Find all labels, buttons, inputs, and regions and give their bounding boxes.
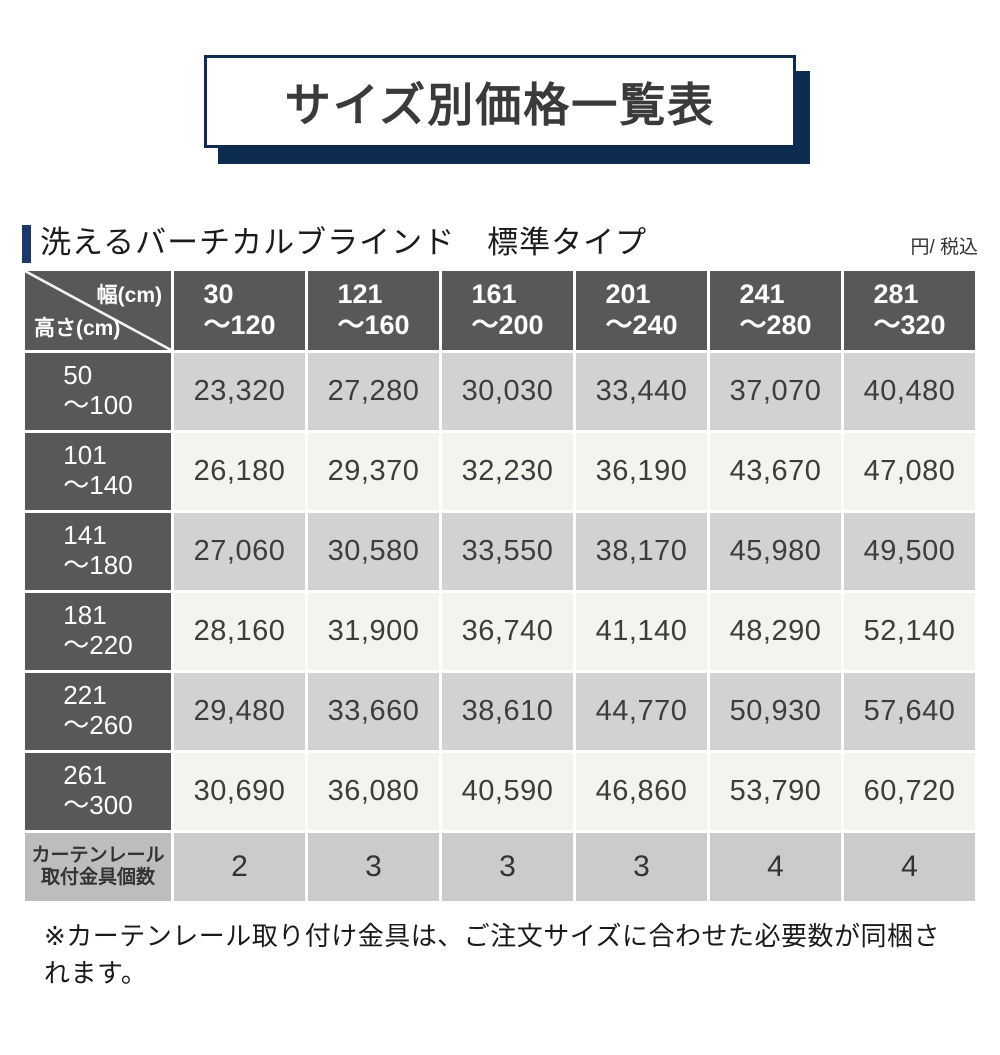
col-width-range: 201 〜240 <box>605 279 678 341</box>
price-row: 181 〜220 28,160 31,900 36,740 41,140 48,290 52… <box>25 592 975 670</box>
hardware-count-cell: 2 <box>174 832 305 901</box>
hardware-count-cell: 3 <box>442 832 573 901</box>
price-cell: 41,140 <box>576 592 707 670</box>
price-cell: 32,230 <box>442 432 573 510</box>
price-cell: 40,480 <box>844 352 975 430</box>
price-cell: 33,550 <box>442 512 573 590</box>
price-table-body: 50 〜100 23,320 27,280 30,030 33,440 37,070 40,… <box>25 352 975 901</box>
price-cell: 57,640 <box>844 672 975 750</box>
hardware-count-cell: 4 <box>844 832 975 901</box>
row-height-range: 261 〜300 <box>63 760 133 821</box>
col-width-header: 241 〜280 <box>710 270 841 350</box>
price-cell: 37,070 <box>710 352 841 430</box>
row-height-label: 50 〜100 <box>25 352 171 430</box>
price-cell: 33,440 <box>576 352 707 430</box>
col-width-range: 30 〜120 <box>203 279 276 341</box>
row-height-label: 261 〜300 <box>25 752 171 830</box>
col-width-header: 161 〜200 <box>442 270 573 350</box>
price-row: 101 〜140 26,180 29,370 32,230 36,190 43,670 47… <box>25 432 975 510</box>
row-height-label: 181 〜220 <box>25 592 171 670</box>
price-cell: 46,860 <box>576 752 707 830</box>
accent-bar <box>22 224 31 263</box>
price-cell: 29,370 <box>308 432 439 510</box>
section-header: 洗えるバーチカルブラインド 標準タイプ 円/ 税込 <box>22 224 978 263</box>
price-row: 141 〜180 27,060 30,580 33,550 38,170 45,980 49… <box>25 512 975 590</box>
price-table: 幅(cm) 高さ(cm) 30 〜120 121 〜160 161 〜200 2… <box>22 268 978 904</box>
price-cell: 44,770 <box>576 672 707 750</box>
width-axis-label: 幅(cm) <box>96 283 162 307</box>
page-title: サイズ別価格一覧表 <box>284 78 716 131</box>
row-height-label: 141 〜180 <box>25 512 171 590</box>
col-width-header: 30 〜120 <box>174 270 305 350</box>
price-cell: 47,080 <box>844 432 975 510</box>
hardware-label-text: カーテンレール 取付金具個数 <box>31 844 165 888</box>
row-height-label: 221 〜260 <box>25 672 171 750</box>
price-cell: 30,030 <box>442 352 573 430</box>
price-cell: 49,500 <box>844 512 975 590</box>
price-cell: 23,320 <box>174 352 305 430</box>
price-cell: 27,280 <box>308 352 439 430</box>
col-width-range: 121 〜160 <box>337 279 410 341</box>
row-height-range: 141 〜180 <box>63 520 133 581</box>
col-width-header: 201 〜240 <box>576 270 707 350</box>
diagonal-line <box>25 270 171 350</box>
row-height-range: 50 〜100 <box>63 360 133 421</box>
col-width-header: 121 〜160 <box>308 270 439 350</box>
section-title: 洗えるバーチカルブラインド 標準タイプ <box>40 225 648 260</box>
price-table-head: 幅(cm) 高さ(cm) 30 〜120 121 〜160 161 〜200 2… <box>25 270 975 350</box>
content-area: 洗えるバーチカルブラインド 標準タイプ 円/ 税込 幅(cm) 高さ(cm) 3… <box>0 224 1000 990</box>
row-height-label: 101 〜140 <box>25 432 171 510</box>
footnote: ※カーテンレール取り付け金具は、ご注文サイズに合わせた必要数が同梱されます。 <box>44 920 941 988</box>
price-cell: 36,080 <box>308 752 439 830</box>
price-cell: 30,580 <box>308 512 439 590</box>
price-cell: 30,690 <box>174 752 305 830</box>
price-cell: 28,160 <box>174 592 305 670</box>
height-axis-label: 高さ(cm) <box>34 316 121 340</box>
row-height-range: 181 〜220 <box>63 600 133 661</box>
col-width-range: 281 〜320 <box>873 279 946 341</box>
price-cell: 40,590 <box>442 752 573 830</box>
header-row: 幅(cm) 高さ(cm) 30 〜120 121 〜160 161 〜200 2… <box>25 270 975 350</box>
price-cell: 60,720 <box>844 752 975 830</box>
price-row: 221 〜260 29,480 33,660 38,610 44,770 50,930 57… <box>25 672 975 750</box>
hardware-count-cell: 3 <box>576 832 707 901</box>
price-cell: 36,190 <box>576 432 707 510</box>
price-cell: 53,790 <box>710 752 841 830</box>
col-width-range: 241 〜280 <box>739 279 812 341</box>
title-banner: サイズ別価格一覧表 <box>204 55 796 148</box>
price-cell: 45,980 <box>710 512 841 590</box>
price-cell: 52,140 <box>844 592 975 670</box>
row-height-range: 101 〜140 <box>63 440 133 501</box>
price-row: 261 〜300 30,690 36,080 40,590 46,860 53,790 60… <box>25 752 975 830</box>
price-cell: 48,290 <box>710 592 841 670</box>
row-height-range: 221 〜260 <box>63 680 133 741</box>
hardware-label: カーテンレール 取付金具個数 <box>25 832 171 901</box>
price-cell: 38,610 <box>442 672 573 750</box>
hardware-row: カーテンレール 取付金具個数 2 3 3 3 4 4 <box>25 832 975 901</box>
price-cell: 29,480 <box>174 672 305 750</box>
price-cell: 33,660 <box>308 672 439 750</box>
col-width-range: 161 〜200 <box>471 279 544 341</box>
unit-note: 円/ 税込 <box>910 236 978 258</box>
price-cell: 31,900 <box>308 592 439 670</box>
price-row: 50 〜100 23,320 27,280 30,030 33,440 37,070 40,… <box>25 352 975 430</box>
price-cell: 36,740 <box>442 592 573 670</box>
corner-cell: 幅(cm) 高さ(cm) <box>25 270 171 350</box>
price-cell: 43,670 <box>710 432 841 510</box>
price-cell: 50,930 <box>710 672 841 750</box>
price-cell: 26,180 <box>174 432 305 510</box>
price-cell: 38,170 <box>576 512 707 590</box>
price-cell: 27,060 <box>174 512 305 590</box>
hardware-count-cell: 3 <box>308 832 439 901</box>
col-width-header: 281 〜320 <box>844 270 975 350</box>
hardware-count-cell: 4 <box>710 832 841 901</box>
